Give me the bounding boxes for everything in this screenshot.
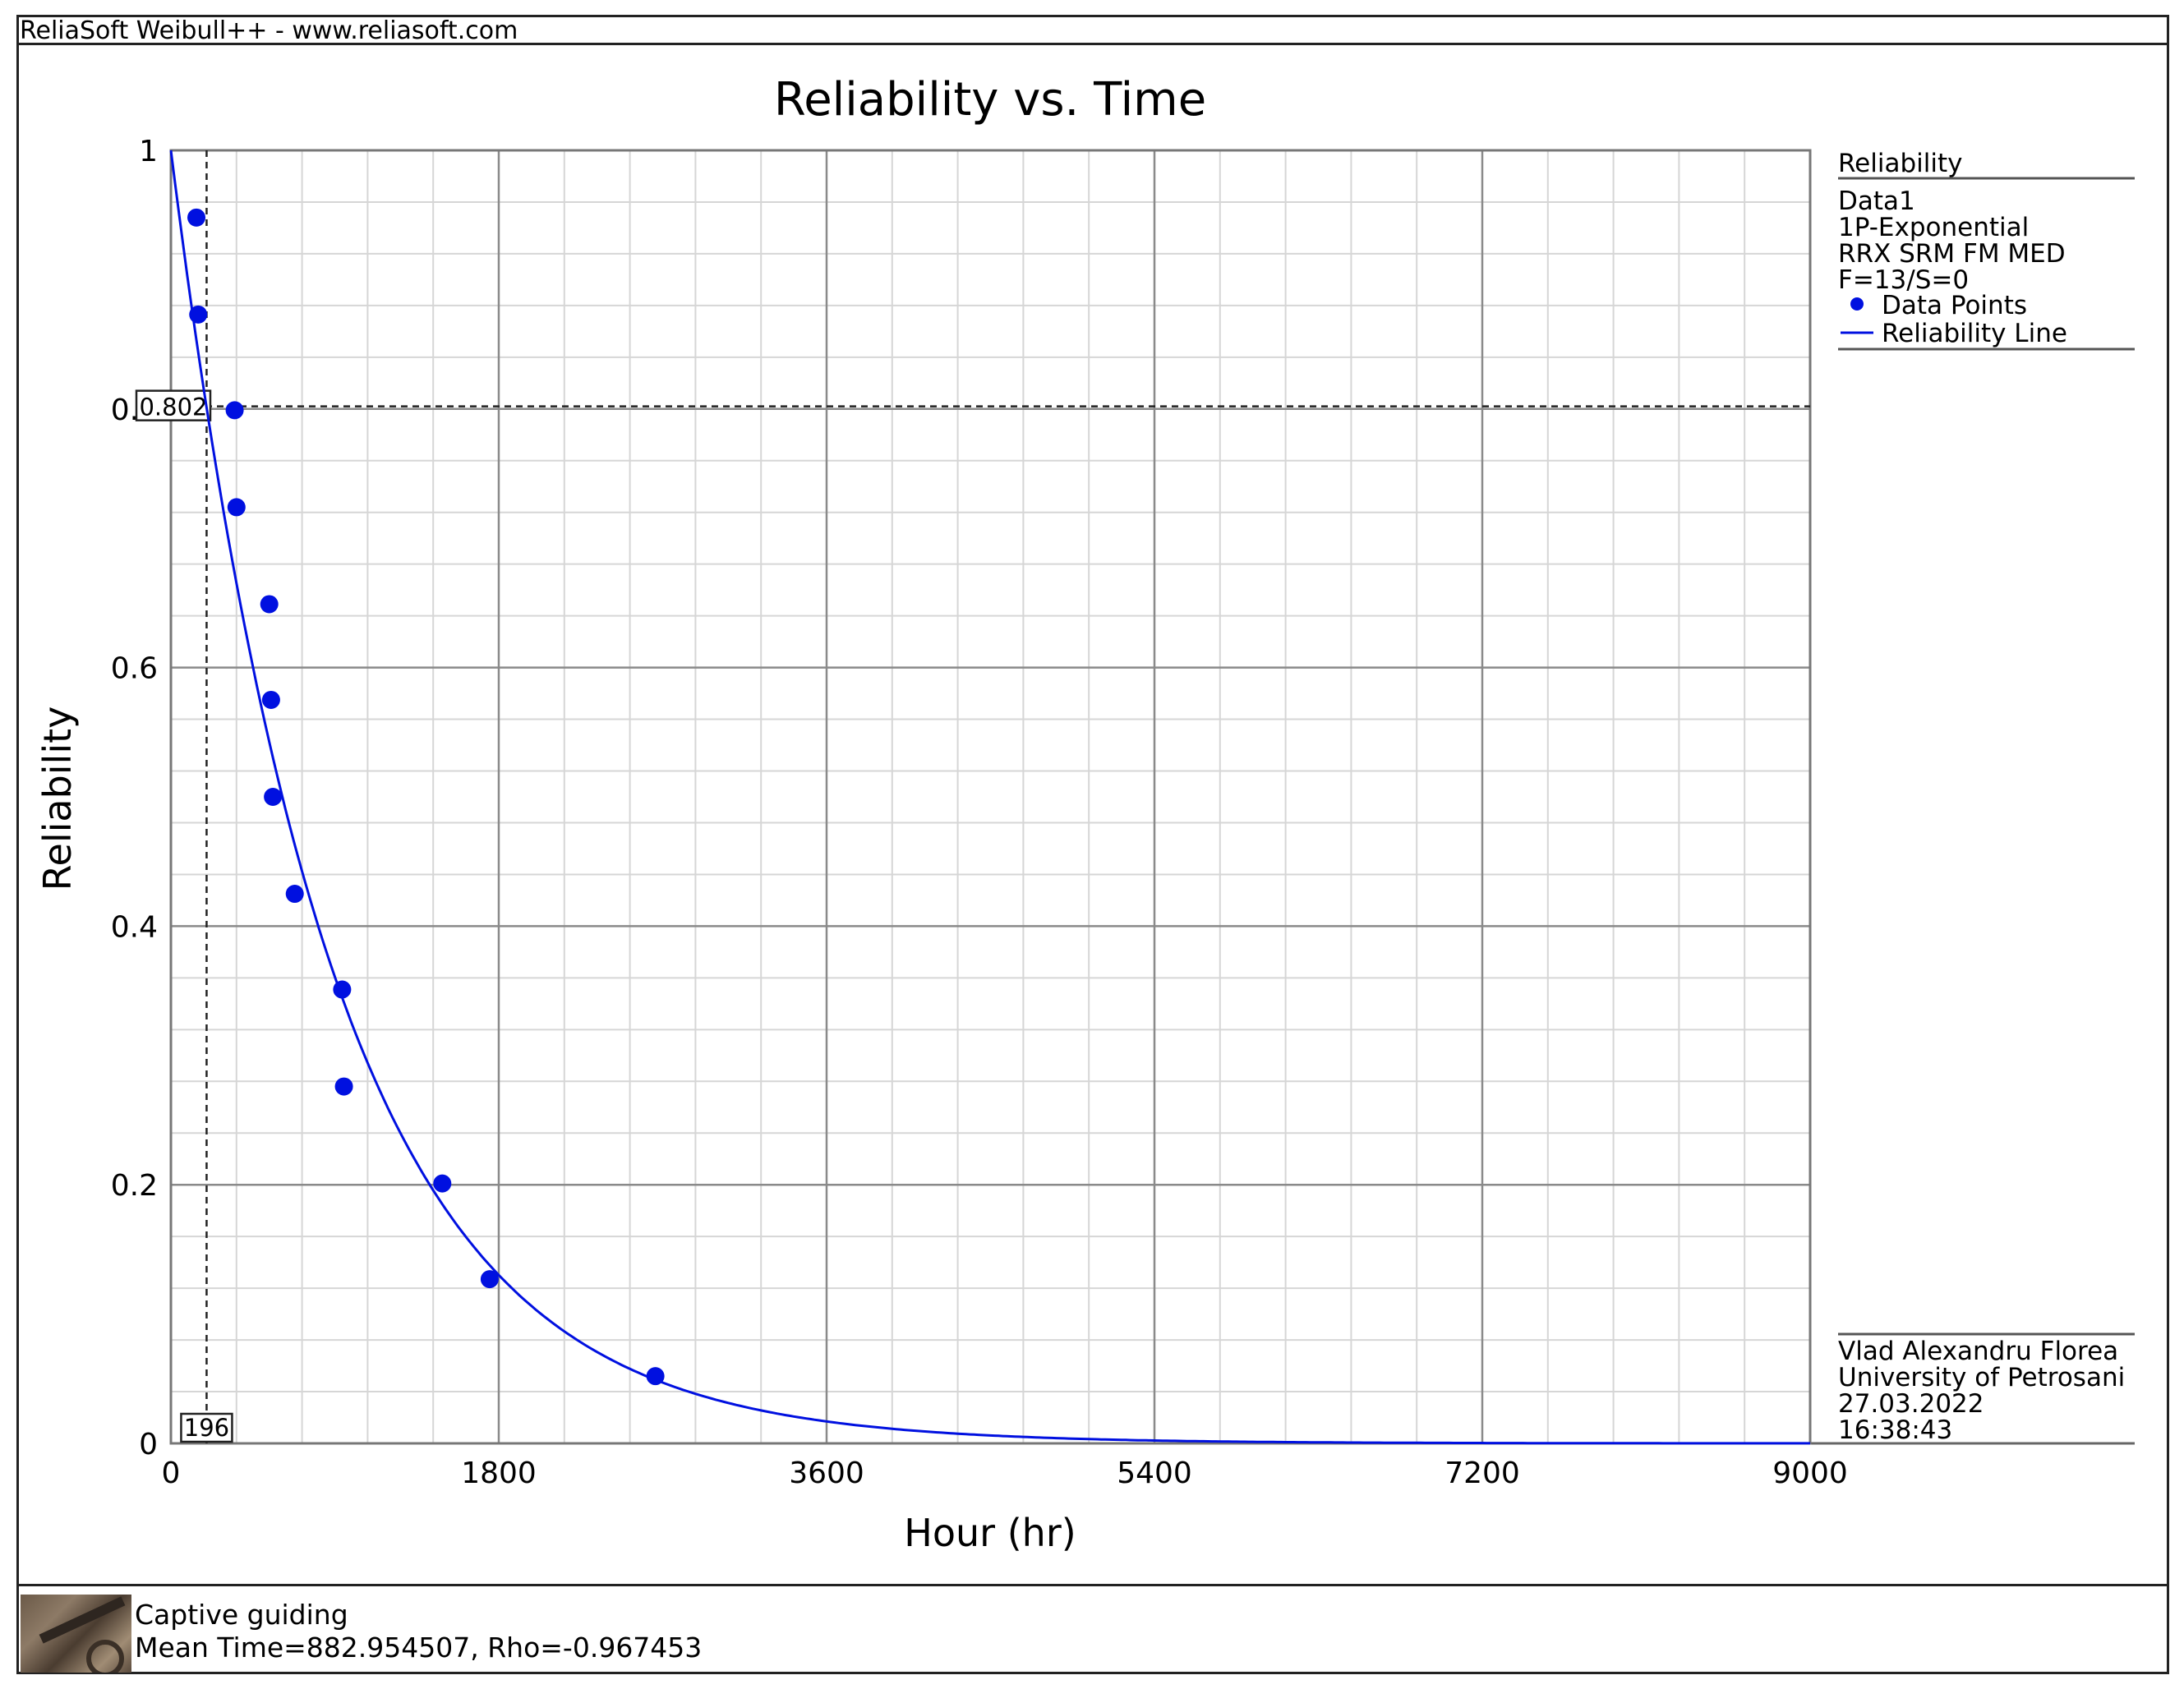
legend-line-3: RRX SRM FM MED: [1838, 239, 2066, 269]
data-point: [334, 1077, 353, 1096]
chart-window: [16, 15, 2169, 1674]
x-tick-label: 9000: [1772, 1457, 1848, 1490]
legend-points-label: Data Points: [1882, 291, 2027, 320]
data-points: [187, 208, 665, 1386]
data-point: [646, 1367, 665, 1386]
info-date: 27.03.2022: [1838, 1389, 1984, 1419]
x-tick-label: 1800: [461, 1457, 537, 1490]
footer-name: Captive guiding: [135, 1599, 348, 1631]
data-point: [225, 401, 244, 420]
data-point: [285, 885, 304, 904]
legend-line-4: F=13/S=0: [1838, 265, 1969, 295]
data-point: [480, 1270, 499, 1289]
legend-line-2: 1P-Exponential: [1838, 213, 2029, 242]
y-tick-label: 1: [139, 135, 158, 168]
thumbnail-image: [21, 1595, 131, 1673]
crosshair-x-label-box: [180, 1412, 233, 1443]
data-point: [264, 788, 283, 806]
y-tick-label: 0: [139, 1428, 158, 1461]
data-point: [189, 305, 208, 324]
minor-grid: [171, 150, 1810, 1443]
info-university: University of Petrosani: [1838, 1363, 2125, 1392]
y-axis-label: Reliability: [35, 706, 80, 891]
legend-line-1: Data1: [1838, 186, 1915, 216]
x-tick-label: 0: [162, 1457, 181, 1490]
data-point: [260, 595, 279, 614]
info-author: Vlad Alexandru Florea: [1838, 1337, 2118, 1366]
crosshair: 0.802 196: [135, 150, 1810, 1443]
y-tick-label: 0.6: [111, 652, 158, 686]
window-title: ReliaSoft Weibull++ - www.reliasoft.com: [20, 16, 518, 45]
data-point: [433, 1174, 452, 1193]
major-grid: [169, 149, 2135, 1445]
legend: Reliability Data1 1P-Exponential RRX SRM…: [1838, 149, 2135, 351]
x-tick-label: 7200: [1444, 1457, 1520, 1490]
footer: Captive guiding Mean Time=882.954507, Rh…: [16, 1584, 2169, 1674]
crosshair-x-label: 196: [184, 1414, 229, 1442]
crosshair-y-label: 0.802: [139, 393, 207, 421]
legend-points-marker: [1850, 297, 1864, 311]
info-block: Vlad Alexandru Florea University of Petr…: [1838, 1332, 2135, 1445]
data-point: [333, 980, 352, 999]
x-tick-label: 3600: [789, 1457, 864, 1490]
info-time: 16:38:43: [1838, 1415, 1952, 1445]
reliability-line: [169, 150, 1810, 1445]
chart-title: Reliability vs. Time: [774, 73, 1206, 127]
x-axis-label: Hour (hr): [904, 1511, 1076, 1555]
x-tick-label: 5400: [1117, 1457, 1192, 1490]
crosshair-y-label-box: [135, 389, 212, 421]
data-point: [261, 690, 280, 709]
y-tick-label: 0.4: [111, 910, 158, 944]
data-point: [187, 208, 206, 227]
legend-line-label: Reliability Line: [1882, 319, 2067, 348]
legend-heading: Reliability: [1838, 149, 1962, 178]
plot-frame: [169, 149, 1812, 1445]
footer-stats: Mean Time=882.954507, Rho=-0.967453: [135, 1631, 703, 1664]
y-tick-label: 0.2: [111, 1169, 158, 1203]
title-divider: [16, 43, 2169, 45]
data-point: [227, 498, 246, 517]
